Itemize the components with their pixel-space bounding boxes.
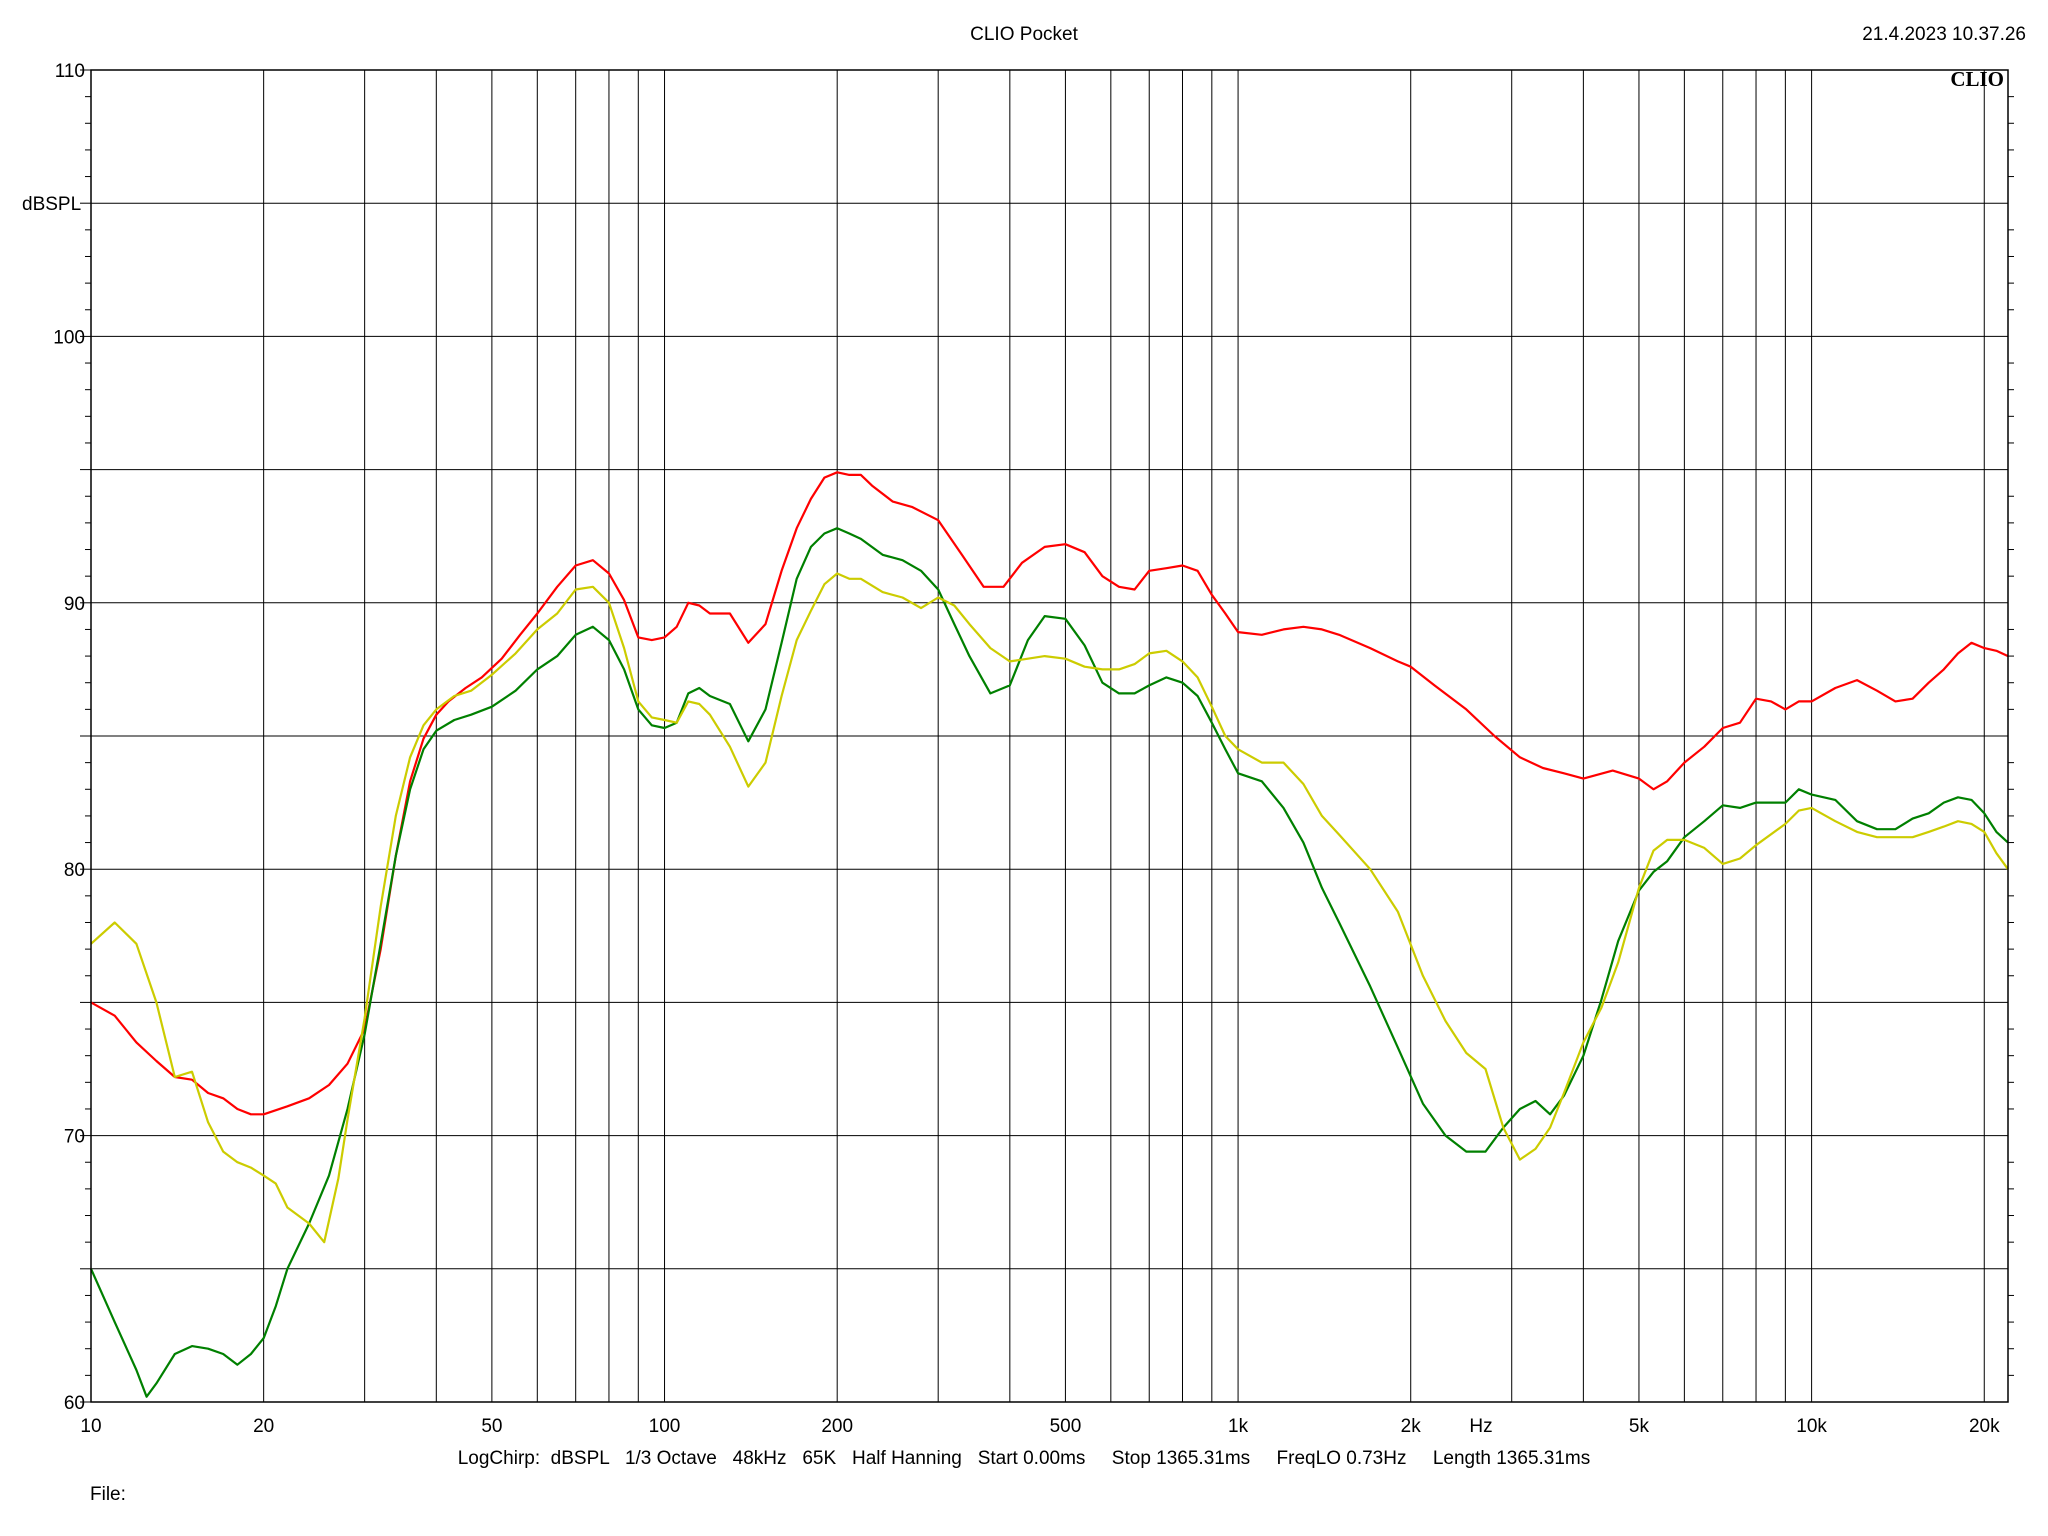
x-tick-label: 100 (649, 1416, 681, 1437)
chart-title: CLIO Pocket (970, 24, 1078, 45)
x-axis-label: Hz (1469, 1416, 1492, 1437)
x-tick-label: 2k (1401, 1416, 1422, 1437)
y-tick-label: 90 (64, 594, 85, 615)
series-line-3 (90, 572, 2009, 1244)
clio-logo: CLIO (1950, 67, 2004, 91)
y-tick-label: 60 (64, 1393, 85, 1414)
series-layer (89, 471, 2009, 1398)
measurement-settings: LogChirp: dBSPL 1/3 Octave 48kHz 65K Hal… (457, 1448, 1591, 1469)
series-line-2 (89, 527, 2009, 1398)
timestamp: 21.4.2023 10.37.26 (1862, 24, 2026, 45)
y-axis-label: dBSPL (22, 194, 81, 215)
y-tick-label: 100 (53, 327, 85, 348)
series-line-1 (90, 471, 2009, 1116)
x-tick-label: 1k (1228, 1416, 1249, 1437)
x-tick-label: 20 (253, 1416, 274, 1437)
x-tick-labels: 10 20 50 100 200 500 1k 2k 5k 10k 20k (80, 1416, 2000, 1437)
x-tick-label: 20k (1969, 1416, 2000, 1437)
y-tick-label: 70 (64, 1127, 85, 1148)
plot-border (90, 69, 2009, 1403)
y-tick-label: 80 (64, 860, 85, 881)
plot-frame (90, 69, 2009, 1403)
x-tick-label: 500 (1050, 1416, 1082, 1437)
y-tick-label: 110 (55, 61, 85, 82)
x-tick-label: 10k (1796, 1416, 1827, 1437)
y-tick-labels: 60 70 80 90 100 110 (53, 61, 85, 1414)
file-label: File: (90, 1484, 126, 1505)
x-tick-label: 200 (821, 1416, 853, 1437)
x-tick-label: 50 (481, 1416, 502, 1437)
x-tick-label: 10 (80, 1416, 101, 1437)
x-tick-label: 5k (1629, 1416, 1650, 1437)
plot-grid (80, 69, 2014, 1403)
